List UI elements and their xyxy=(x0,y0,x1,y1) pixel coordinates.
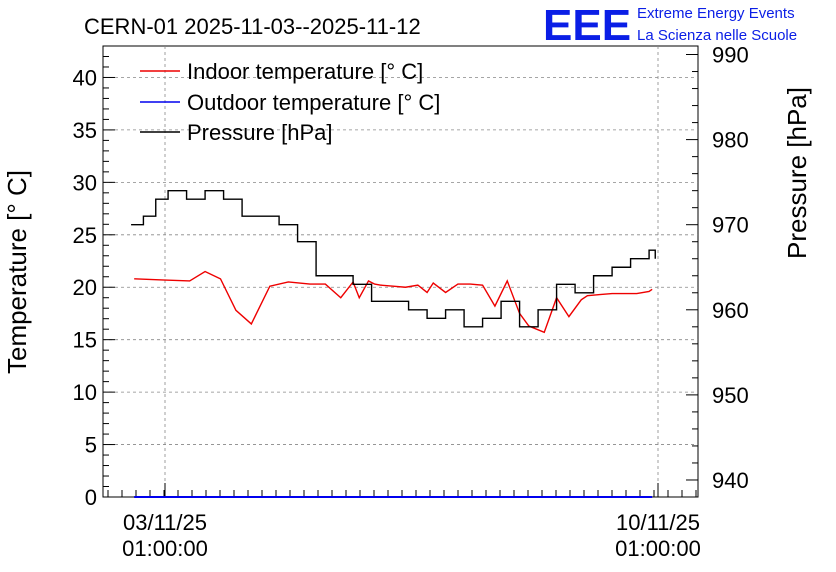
right-tick-label: 960 xyxy=(712,298,749,323)
x-tick-time: 01:00:00 xyxy=(615,536,701,561)
right-axis: 940 950 960 970 980 990 xyxy=(686,43,749,493)
left-tick-label: 20 xyxy=(73,275,97,300)
legend: Indoor temperature [° C] Outdoor tempera… xyxy=(140,59,440,145)
legend-label-pressure: Pressure [hPa] xyxy=(187,120,333,145)
right-tick-label: 970 xyxy=(712,213,749,238)
left-tick-label: 5 xyxy=(85,433,97,458)
right-tick-label: 990 xyxy=(712,43,749,68)
legend-label-outdoor: Outdoor temperature [° C] xyxy=(187,90,440,115)
left-axis-title: Temperature [° C] xyxy=(2,170,32,374)
left-tick-label: 0 xyxy=(85,485,97,510)
right-axis-title: Pressure [hPa] xyxy=(782,87,812,259)
left-axis: 0 5 10 15 20 25 30 35 40 xyxy=(73,55,115,510)
series-indoor-temperature xyxy=(134,270,653,334)
x-tick-date: 03/11/25 xyxy=(123,510,207,535)
left-tick-label: 30 xyxy=(73,170,97,195)
right-tick-label: 980 xyxy=(712,128,749,153)
logo-line-1: Extreme Energy Events xyxy=(637,5,795,22)
left-tick-label: 15 xyxy=(73,328,97,353)
left-tick-label: 35 xyxy=(73,118,97,143)
x-tick-time: 01:00:00 xyxy=(122,536,208,561)
right-tick-label: 950 xyxy=(712,383,749,408)
left-tick-label: 25 xyxy=(73,223,97,248)
logo-mark: EEE xyxy=(543,1,631,50)
series-layer xyxy=(131,189,656,498)
legend-label-indoor: Indoor temperature [° C] xyxy=(187,59,423,84)
eee-logo: EEE Extreme Energy Events La Scienza nel… xyxy=(543,1,797,50)
left-tick-label: 40 xyxy=(73,65,97,90)
logo-line-2: La Scienza nelle Scuole xyxy=(637,27,797,44)
left-tick-label: 10 xyxy=(73,380,97,405)
chart-title: CERN-01 2025-11-03--2025-11-12 xyxy=(84,14,421,39)
x-tick-date: 10/11/25 xyxy=(616,510,700,535)
series-pressure xyxy=(131,189,656,328)
right-tick-label: 940 xyxy=(712,468,749,493)
